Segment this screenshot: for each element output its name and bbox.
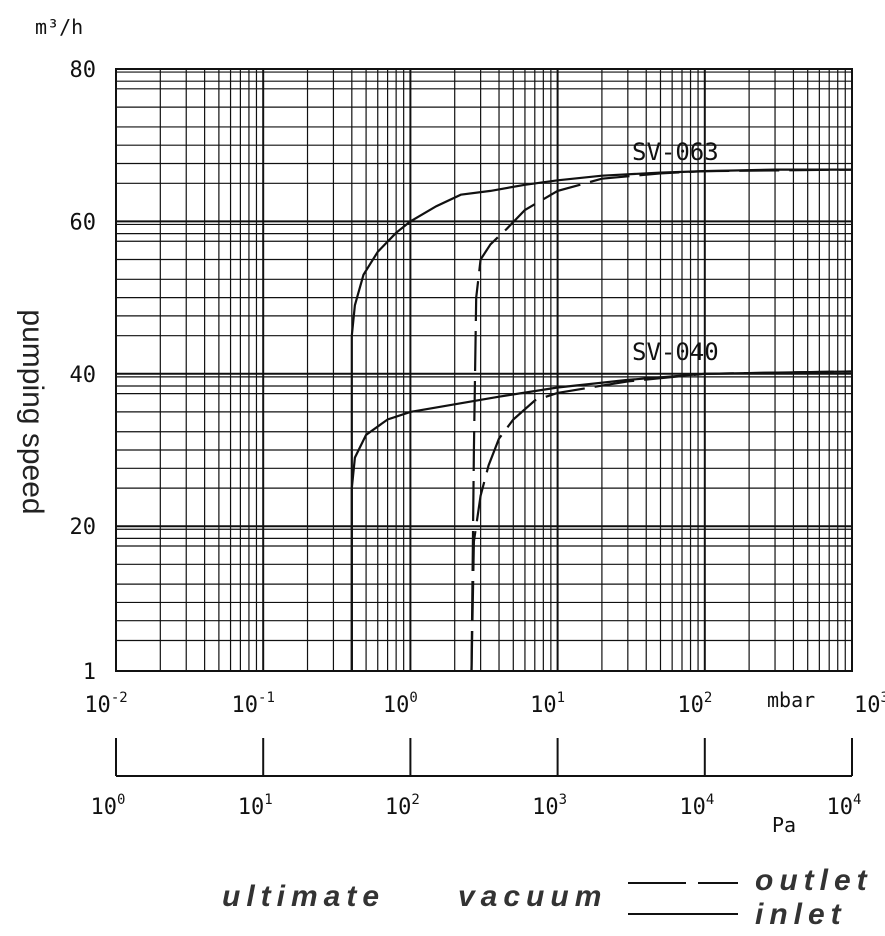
x-tick-exponent-mbar: 3 (881, 690, 885, 706)
series-lines (350, 168, 853, 672)
plot-frame (115, 68, 853, 672)
x-tick-label-pa: 104 (679, 792, 714, 820)
x-tick-exponent-pa: 2 (411, 792, 419, 808)
x-unit-pa-label: Pa (772, 813, 796, 837)
x-tick-label-mbar: 102 (677, 690, 712, 718)
x-tick-exponent-pa: 4 (706, 792, 714, 808)
legend-ultimate-text: ultimate (222, 880, 385, 913)
x-tick-label-pa: 101 (238, 792, 273, 820)
x-tick-exponent-mbar: 0 (409, 690, 417, 706)
y-tick-label: 1 (83, 660, 96, 685)
x-tick-exponent-pa: 0 (117, 792, 125, 808)
x-tick-exponent-mbar: -1 (258, 690, 275, 706)
series-line-sv-040-inlet (350, 370, 853, 671)
y-tick-label: 20 (70, 515, 97, 540)
x-tick-exponent-mbar: 1 (557, 690, 565, 706)
y-unit-label: m³/h (35, 15, 83, 39)
series-line-sv-040-outlet (470, 370, 853, 672)
y-axis-label: pumping speed (16, 309, 49, 514)
x-tick-label-mbar: 10-2 (84, 690, 127, 718)
axes (115, 68, 853, 777)
y-tick-label: 60 (70, 210, 97, 235)
x-tick-exponent-pa: 3 (559, 792, 567, 808)
x-tick-exponent-pa: 4 (853, 792, 861, 808)
y-tick-label: 80 (70, 58, 97, 83)
x-tick-label-pa: 103 (532, 792, 567, 820)
x-tick-label-mbar: 103 (854, 690, 885, 718)
x-tick-label-pa: 100 (91, 792, 126, 820)
legend-inlet-text: inlet (755, 898, 847, 931)
x-tick-label-mbar: 100 (383, 690, 418, 718)
x-unit-mbar-label: mbar (767, 688, 815, 712)
x-tick-label-mbar: 101 (530, 690, 565, 718)
y-tick-label: 40 (70, 363, 97, 388)
series-line-sv-063-outlet (470, 168, 853, 672)
series-label-sv-063: SV-063 (632, 138, 719, 166)
x-tick-label-mbar: 10-1 (232, 690, 275, 718)
grid (116, 69, 852, 671)
x-tick-exponent-mbar: -2 (111, 690, 128, 706)
legend-vacuum-text: vacuum (458, 880, 607, 913)
x-tick-exponent-pa: 1 (264, 792, 272, 808)
x-tick-exponent-mbar: 2 (704, 690, 712, 706)
x-tick-label-pa: 104 (827, 792, 862, 820)
series-label-sv-040: SV-040 (632, 338, 719, 366)
legend-outlet-text: outlet (755, 864, 873, 897)
x-tick-label-pa: 102 (385, 792, 420, 820)
